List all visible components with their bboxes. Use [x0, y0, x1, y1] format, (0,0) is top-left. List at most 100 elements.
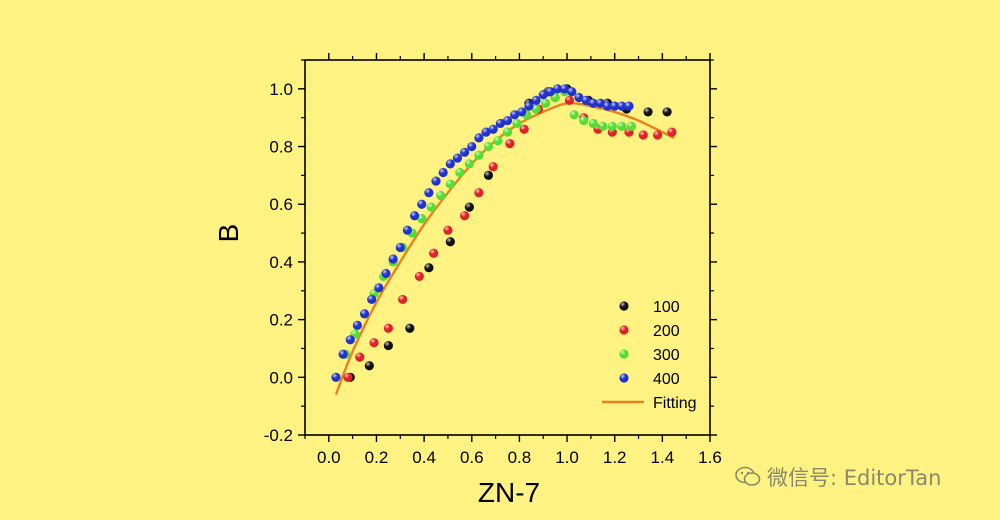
- series-200: [343, 92, 677, 382]
- point-200: [429, 248, 439, 258]
- point-300: [541, 98, 551, 108]
- watermark: 微信号: EditorTan: [735, 462, 941, 492]
- point-400: [588, 98, 598, 108]
- legend-marker-400: [619, 373, 629, 383]
- point-300: [417, 214, 427, 224]
- x-tick-label: 0.0: [317, 448, 341, 467]
- point-200: [369, 338, 379, 348]
- point-200: [460, 211, 470, 221]
- point-400: [538, 90, 548, 100]
- point-100: [483, 170, 494, 180]
- point-400: [595, 98, 606, 108]
- point-400: [338, 349, 348, 359]
- point-200: [519, 124, 529, 134]
- point-400: [510, 110, 520, 120]
- point-400: [452, 153, 463, 163]
- point-400: [545, 87, 555, 97]
- point-100: [662, 107, 672, 117]
- point-200: [564, 95, 575, 105]
- legend-marker-100: [619, 301, 629, 311]
- point-300: [617, 121, 627, 131]
- point-300: [483, 141, 494, 152]
- point-300: [464, 159, 474, 169]
- point-400: [481, 127, 491, 137]
- point-400: [345, 335, 355, 345]
- point-400: [374, 283, 384, 293]
- point-400: [524, 101, 534, 111]
- point-400: [574, 92, 584, 103]
- x-tick-label: 1.6: [698, 448, 722, 467]
- point-200: [414, 271, 424, 281]
- point-300: [445, 179, 455, 189]
- point-400: [602, 101, 613, 111]
- point-300: [426, 202, 436, 212]
- point-400: [531, 95, 541, 105]
- point-300: [607, 121, 617, 131]
- point-200: [652, 130, 663, 140]
- point-100: [405, 323, 415, 333]
- point-100: [643, 107, 653, 117]
- legend-marker-200: [619, 325, 629, 335]
- point-200: [638, 130, 648, 140]
- point-200: [355, 352, 365, 362]
- point-300: [493, 136, 503, 146]
- point-400: [424, 188, 434, 198]
- point-400: [517, 107, 527, 117]
- point-400: [331, 372, 341, 382]
- point-400: [581, 95, 591, 105]
- point-300: [531, 104, 541, 114]
- legend-label-100: 100: [653, 299, 680, 316]
- point-400: [567, 87, 577, 97]
- point-100: [464, 202, 474, 212]
- y-tick-label: 1.0: [269, 80, 293, 99]
- point-200: [343, 372, 353, 382]
- point-400: [417, 199, 427, 209]
- legend-marker-300: [619, 349, 629, 359]
- x-tick-label: 0.6: [460, 448, 484, 467]
- point-400: [359, 309, 370, 319]
- point-400: [467, 141, 477, 152]
- point-400: [409, 211, 420, 221]
- x-tick-label: 1.4: [651, 448, 675, 467]
- point-200: [505, 139, 515, 149]
- point-300: [436, 190, 446, 201]
- point-100: [383, 340, 393, 351]
- point-400: [395, 242, 405, 253]
- point-400: [431, 176, 441, 186]
- point-400: [381, 268, 391, 279]
- plot-border: [304, 59, 711, 436]
- point-400: [610, 101, 620, 111]
- point-100: [445, 237, 455, 247]
- point-400: [438, 167, 448, 178]
- y-tick-label: -0.2: [264, 426, 293, 445]
- point-300: [598, 121, 608, 131]
- point-400: [460, 147, 470, 157]
- x-tick-label: 1.0: [555, 448, 579, 467]
- x-axis-title: ZN-7: [478, 477, 540, 508]
- point-400: [474, 133, 484, 143]
- point-300: [455, 167, 465, 178]
- point-100: [364, 361, 374, 371]
- point-400: [495, 118, 505, 129]
- point-200: [443, 225, 453, 235]
- watermark-text: 微信号: EditorTan: [767, 466, 942, 490]
- legend-label-400: 400: [653, 371, 680, 388]
- point-300: [474, 150, 484, 160]
- x-tick-label: 0.4: [412, 448, 436, 467]
- y-tick-label: 0.6: [269, 195, 293, 214]
- y-axis-title: B: [213, 224, 244, 243]
- point-300: [588, 118, 598, 129]
- y-tick-label: 0.4: [269, 253, 293, 272]
- point-300: [579, 115, 589, 126]
- legend: 100 200 300 400 Fitting: [602, 299, 697, 412]
- legend-label-200: 200: [653, 323, 680, 340]
- point-400: [445, 159, 455, 169]
- series-400: [331, 84, 634, 382]
- x-tick-label: 0.8: [508, 448, 532, 467]
- point-300: [569, 110, 579, 120]
- point-200: [398, 294, 408, 305]
- point-400: [402, 225, 413, 235]
- plot-frame: [304, 59, 711, 436]
- point-300: [512, 118, 522, 129]
